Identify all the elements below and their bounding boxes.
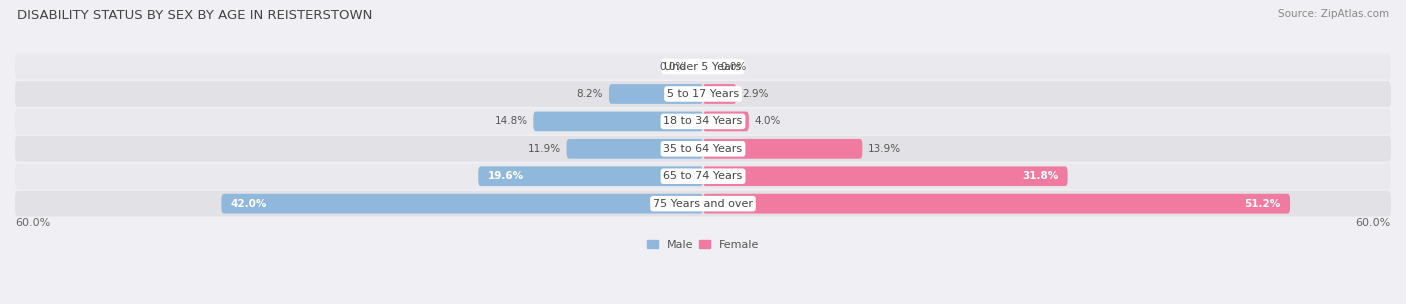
FancyBboxPatch shape: [703, 84, 737, 104]
Text: 5 to 17 Years: 5 to 17 Years: [666, 89, 740, 99]
Text: 18 to 34 Years: 18 to 34 Years: [664, 116, 742, 126]
Text: 51.2%: 51.2%: [1244, 199, 1281, 209]
FancyBboxPatch shape: [703, 112, 749, 131]
FancyBboxPatch shape: [15, 136, 1391, 162]
FancyBboxPatch shape: [221, 194, 703, 213]
Text: 4.0%: 4.0%: [755, 116, 780, 126]
FancyBboxPatch shape: [15, 163, 1391, 189]
Text: 13.9%: 13.9%: [868, 144, 901, 154]
Text: 42.0%: 42.0%: [231, 199, 267, 209]
Text: DISABILITY STATUS BY SEX BY AGE IN REISTERSTOWN: DISABILITY STATUS BY SEX BY AGE IN REIST…: [17, 9, 373, 22]
Text: 35 to 64 Years: 35 to 64 Years: [664, 144, 742, 154]
FancyBboxPatch shape: [15, 191, 1391, 216]
Text: Under 5 Years: Under 5 Years: [665, 62, 741, 71]
FancyBboxPatch shape: [703, 139, 862, 159]
FancyBboxPatch shape: [567, 139, 703, 159]
FancyBboxPatch shape: [15, 109, 1391, 134]
Text: Source: ZipAtlas.com: Source: ZipAtlas.com: [1278, 9, 1389, 19]
FancyBboxPatch shape: [15, 54, 1391, 79]
Text: 60.0%: 60.0%: [15, 218, 51, 228]
Legend: Male, Female: Male, Female: [647, 240, 759, 250]
Text: 19.6%: 19.6%: [488, 171, 523, 181]
Text: 0.0%: 0.0%: [720, 62, 747, 71]
FancyBboxPatch shape: [478, 166, 703, 186]
FancyBboxPatch shape: [703, 194, 1291, 213]
FancyBboxPatch shape: [703, 166, 1067, 186]
Text: 11.9%: 11.9%: [527, 144, 561, 154]
Text: 2.9%: 2.9%: [742, 89, 769, 99]
Text: 75 Years and over: 75 Years and over: [652, 199, 754, 209]
Text: 65 to 74 Years: 65 to 74 Years: [664, 171, 742, 181]
FancyBboxPatch shape: [533, 112, 703, 131]
Text: 31.8%: 31.8%: [1022, 171, 1059, 181]
Text: 8.2%: 8.2%: [576, 89, 603, 99]
Text: 60.0%: 60.0%: [1355, 218, 1391, 228]
Text: 14.8%: 14.8%: [495, 116, 527, 126]
Text: 0.0%: 0.0%: [659, 62, 686, 71]
FancyBboxPatch shape: [609, 84, 703, 104]
FancyBboxPatch shape: [15, 81, 1391, 107]
